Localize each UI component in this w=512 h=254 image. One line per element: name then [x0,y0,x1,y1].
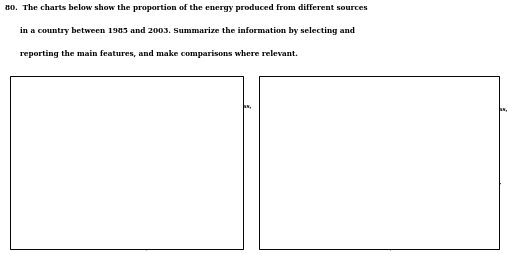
Text: Natural gas,
23%: Natural gas, 23% [408,107,508,134]
Wedge shape [365,98,381,164]
Wedge shape [128,164,194,229]
Text: Oil,
52%: Oil, 52% [12,162,89,172]
Wedge shape [353,164,420,230]
Wedge shape [62,98,140,230]
Wedge shape [315,100,381,224]
Text: Hydrogen,
4%: Hydrogen, 4% [409,180,502,193]
Text: 80.  The charts below show the proportion of the energy produced from different : 80. The charts below show the proportion… [5,4,368,12]
Text: Other
renewable,
1%: Other renewable, 1% [10,101,127,124]
Text: Nuclear,
22%: Nuclear, 22% [131,189,159,254]
Wedge shape [128,119,192,164]
Text: Hydrogen,
4%: Hydrogen, 4% [167,159,245,176]
Text: in a country between 1985 and 2003. Summarize the information by selecting and: in a country between 1985 and 2003. Summ… [5,27,355,35]
Wedge shape [381,155,447,206]
Text: Coal,
13%: Coal, 13% [419,145,484,175]
Text: Other
renewable,
4%: Other renewable, 4% [263,101,376,124]
Text: Oil,
39%: Oil, 39% [269,155,342,166]
Text: Natural gas,
13%: Natural gas, 13% [144,104,251,128]
Wedge shape [128,98,176,164]
Wedge shape [381,98,447,164]
Wedge shape [381,164,432,217]
Title: 2003: 2003 [401,83,434,96]
Text: Nuclear,
17%: Nuclear, 17% [377,203,405,254]
Wedge shape [128,147,194,164]
Title: 1985: 1985 [148,83,181,96]
Text: reporting the main features, and make comparisons where relevant.: reporting the main features, and make co… [5,50,298,57]
Wedge shape [124,98,128,164]
Text: Coal,
8%: Coal, 8% [163,133,227,145]
